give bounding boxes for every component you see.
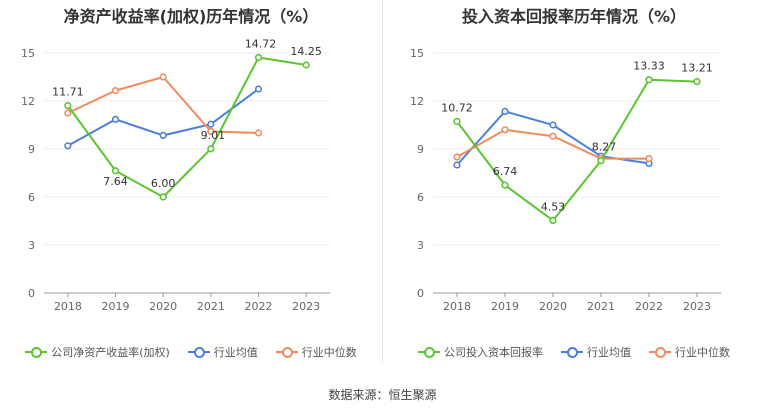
data-point-0 [207,145,215,153]
series-line-0 [67,56,307,199]
data-point-0 [549,216,557,225]
y-tick-label: 9 [28,143,35,156]
data-label: 6.74 [493,165,518,178]
data-label: 13.33 [633,60,665,73]
y-tick-label: 3 [417,239,424,252]
x-tick-label: 2023 [292,300,320,313]
data-point-0 [159,193,167,201]
data-point-2 [453,153,461,161]
legend-item[interactable]: 公司净资产收益率(加权) [25,344,170,360]
legend-label: 行业中位数 [301,346,357,359]
x-tick-label: 2020 [149,300,177,313]
data-point-0 [693,78,701,86]
x-tick-label: 2018 [54,300,82,313]
data-point-2 [254,129,263,137]
x-tick-label: 2019 [491,300,519,313]
data-point-1 [549,121,557,129]
data-label: 6.00 [151,177,176,190]
legend-item[interactable]: 行业均值 [561,344,631,360]
legend-label: 行业中位数 [675,346,730,359]
data-point-0 [501,181,509,189]
y-tick-label: 9 [417,143,424,156]
legend-line-marker-icon [25,347,48,358]
roe-chart-panel: 净资产收益率(加权)历年情况（%） 0 3 6 9 12 15 2018 2019 2020 20… [0,0,382,372]
legend-label: 行业均值 [213,346,258,359]
data-point-2 [159,73,167,81]
x-tick-label: 2023 [683,300,711,313]
data-point-2 [111,86,120,95]
data-point-0 [645,76,653,84]
x-tick-label: 2020 [539,300,567,313]
y-tick-label: 12 [21,95,35,108]
y-tick-label: 0 [28,287,35,300]
data-point-0 [453,117,461,126]
series-line-2 [67,75,259,134]
data-point-2 [207,127,215,135]
y-tick-label: 6 [28,191,35,204]
legend-line-marker-icon [561,347,583,358]
data-point-1 [501,107,509,115]
data-label: 14.72 [245,37,277,50]
y-tick-label: 3 [28,239,35,252]
data-point-1 [207,120,215,128]
legend-line-marker-icon [649,347,671,358]
data-point-0 [111,167,120,175]
roe-chart-plot: 0 3 6 9 12 15 2018 2019 2020 2021 2022 2023 11.71 7.6… [21,37,330,313]
data-point-2 [645,155,653,163]
data-point-1 [254,85,263,93]
data-point-2 [64,109,72,117]
roe-chart-legend: 公司净资产收益率(加权) 行业均值 行业中位数 [0,342,382,362]
data-point-1 [64,142,72,150]
data-label: 8.27 [592,141,617,154]
legend-line-marker-icon [187,347,210,358]
legend-item[interactable]: 行业中位数 [275,344,357,360]
y-tick-label: 12 [410,95,424,108]
x-tick-label: 2019 [102,300,130,313]
x-tick-label: 2018 [443,300,471,313]
roe-chart-title: 净资产收益率(加权)历年情况（%） [63,7,319,26]
data-label: 7.64 [103,175,128,188]
data-label: 9.01 [201,129,226,142]
data-point-1 [111,115,120,123]
series-line-0 [456,78,698,222]
data-point-1 [159,131,167,139]
roic-chart-legend: 公司投入资本回报率 行业均值 行业中位数 [383,342,765,362]
roic-chart-panel: 投入资本回报率历年情况（%） 0 3 6 9 12 15 2018 2019 2020 2021 2… [383,0,765,372]
x-tick-label: 2022 [245,300,273,313]
roic-chart-plot: 0 3 6 9 12 15 2018 2019 2020 2021 2022 2023 10.72 6.7… [410,47,721,313]
x-tick-label: 2021 [197,300,225,313]
legend-label: 公司投入资本回报率 [444,346,543,359]
data-point-0 [597,157,605,165]
legend-label: 行业均值 [587,346,631,359]
data-point-2 [501,126,509,134]
legend-item[interactable]: 行业均值 [187,344,258,360]
data-source-note: 数据来源：恒生聚源 [328,388,437,402]
legend-label: 公司净资产收益率(加权) [51,346,170,359]
x-tick-label: 2022 [635,300,663,313]
panel-divider [382,0,383,362]
data-label: 14.25 [290,45,322,58]
data-label: 11.71 [52,86,84,99]
data-point-0 [64,102,72,110]
data-point-0 [254,53,263,62]
y-tick-label: 15 [21,47,35,60]
y-tick-label: 6 [417,191,424,204]
legend-line-marker-icon [418,347,440,358]
legend-item[interactable]: 公司投入资本回报率 [418,344,543,360]
data-point-0 [302,61,310,69]
y-tick-label: 15 [410,47,424,60]
data-label: 10.72 [441,101,473,114]
legend-line-marker-icon [275,347,298,358]
legend-item[interactable]: 行业中位数 [649,344,730,360]
x-tick-label: 2021 [587,300,615,313]
y-tick-label: 0 [417,287,424,300]
data-label: 13.21 [681,62,713,75]
data-point-1 [453,161,461,169]
data-point-2 [549,132,557,140]
data-label: 4.53 [541,201,566,214]
roic-chart-title: 投入资本回报率历年情况（%） [461,7,687,26]
